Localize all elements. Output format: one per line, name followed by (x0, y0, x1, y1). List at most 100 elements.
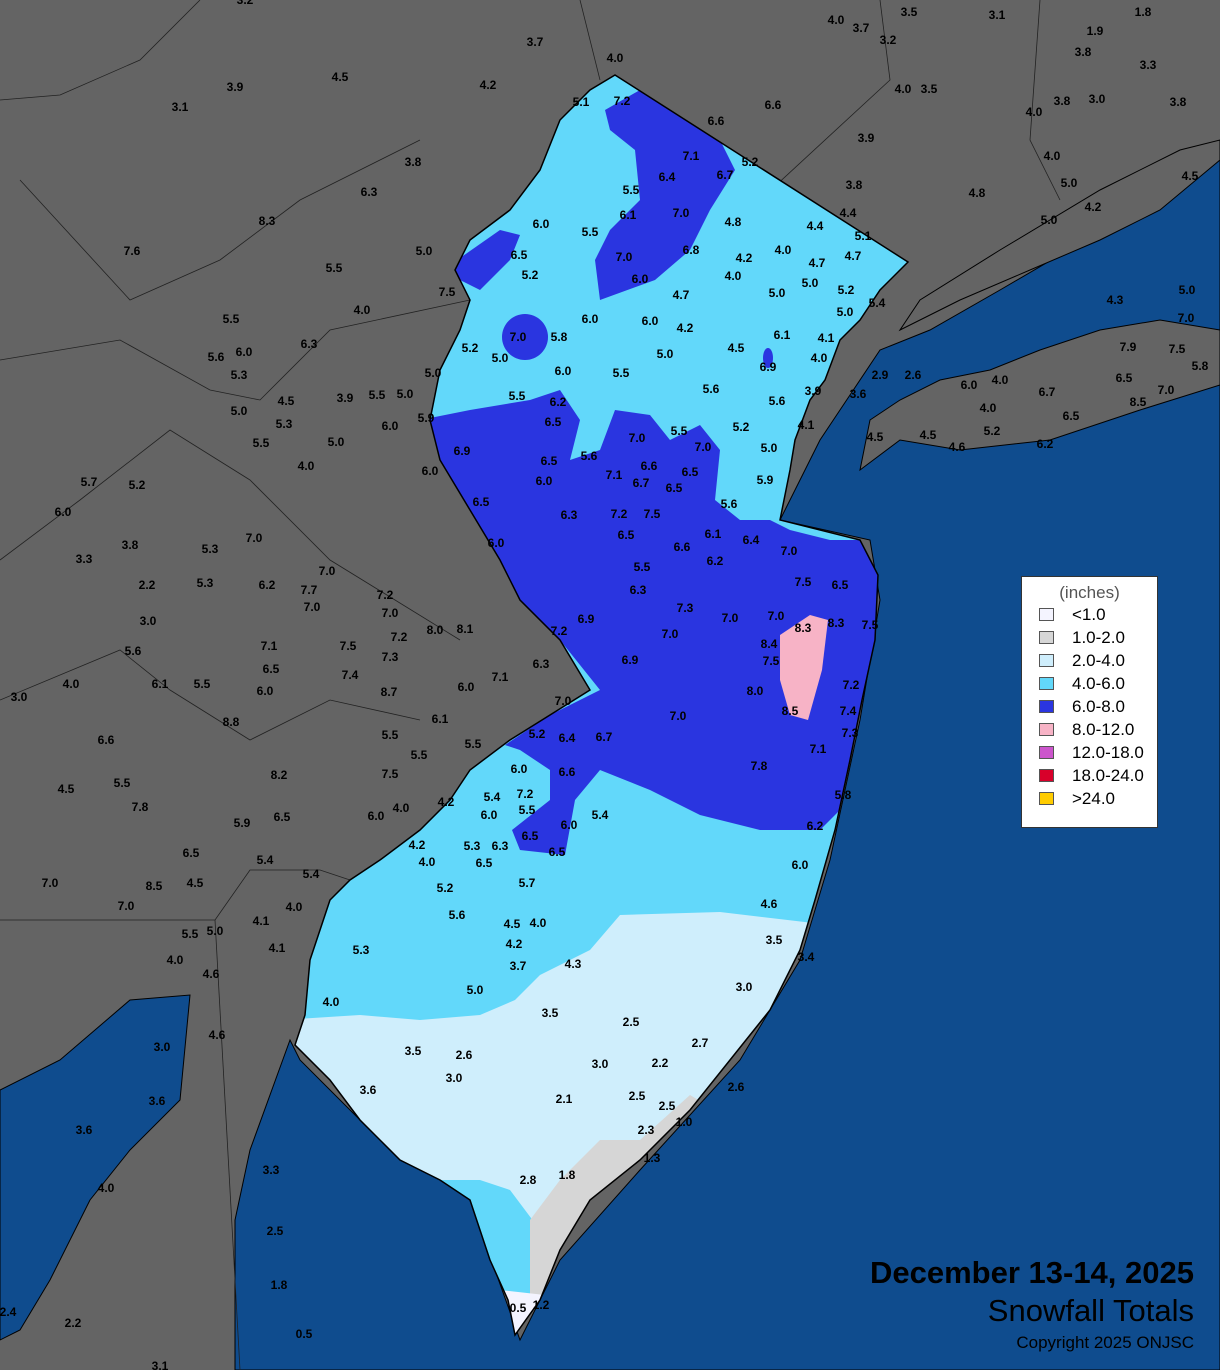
station-value: 5.9 (418, 411, 435, 425)
station-value: 7.2 (517, 787, 534, 801)
station-value: 3.0 (736, 980, 753, 994)
station-value: 4.7 (809, 256, 826, 270)
station-value: 5.6 (208, 350, 225, 364)
station-value: 7.0 (629, 431, 646, 445)
station-value: 3.0 (446, 1071, 463, 1085)
station-value: 1.8 (559, 1168, 576, 1182)
legend-swatch (1039, 792, 1054, 805)
legend-swatch (1039, 746, 1054, 759)
station-value: 6.5 (549, 845, 566, 859)
station-value: 5.6 (449, 908, 466, 922)
station-value: 5.5 (634, 560, 651, 574)
station-value: 5.0 (328, 435, 345, 449)
station-value: 5.0 (1041, 213, 1058, 227)
station-value: 4.5 (332, 70, 349, 84)
station-value: 3.1 (152, 1359, 169, 1370)
station-value: 5.2 (733, 420, 750, 434)
station-value: 5.6 (125, 644, 142, 658)
station-value: 5.2 (742, 155, 759, 169)
station-value: 5.5 (613, 366, 630, 380)
legend-swatch (1039, 723, 1054, 736)
station-value: 7.2 (843, 678, 860, 692)
station-value: 7.1 (810, 742, 827, 756)
station-value: 7.0 (555, 694, 572, 708)
station-value: 6.1 (774, 328, 791, 342)
station-value: 5.5 (182, 927, 199, 941)
station-value: 5.0 (425, 366, 442, 380)
station-value: 6.4 (743, 533, 760, 547)
station-value: 5.3 (353, 943, 370, 957)
station-value: 6.0 (368, 809, 385, 823)
station-value: 6.5 (541, 454, 558, 468)
station-value: 6.6 (641, 459, 658, 473)
station-value: 1.3 (644, 1151, 661, 1165)
station-value: 5.2 (838, 283, 855, 297)
station-value: 6.0 (55, 505, 72, 519)
station-value: 6.8 (683, 243, 700, 257)
station-value: 2.8 (520, 1173, 537, 1187)
station-value: 4.5 (278, 394, 295, 408)
station-value: 7.1 (492, 670, 509, 684)
station-value: 5.0 (1179, 283, 1196, 297)
station-value: 2.6 (728, 1080, 745, 1094)
station-value: 1.8 (271, 1278, 288, 1292)
station-value: 3.6 (850, 387, 867, 401)
legend: (inches) <1.0 1.0-2.0 2.0-4.0 4.0-6.0 6.0-8.… (1021, 576, 1158, 828)
station-value: 6.5 (1116, 371, 1133, 385)
station-value: 3.5 (766, 933, 783, 947)
station-value: 5.6 (703, 382, 720, 396)
station-value: 2.5 (629, 1089, 646, 1103)
station-value: 5.2 (984, 424, 1001, 438)
new-jersey (295, 75, 908, 1335)
station-value: 5.5 (623, 183, 640, 197)
station-value: 1.9 (1087, 24, 1104, 38)
station-value: 7.2 (614, 94, 631, 108)
station-value: 3.5 (921, 82, 938, 96)
station-value: 5.3 (202, 542, 219, 556)
station-value: 4.2 (480, 78, 497, 92)
station-value: 3.0 (140, 614, 157, 628)
station-value: 6.0 (533, 217, 550, 231)
station-value: 7.2 (391, 630, 408, 644)
station-value: 5.0 (802, 276, 819, 290)
station-value: 6.4 (659, 170, 676, 184)
station-value: 7.1 (261, 639, 278, 653)
title-subtitle: Snowfall Totals (987, 1293, 1194, 1328)
station-value: 7.0 (695, 440, 712, 454)
station-value: 3.6 (149, 1094, 166, 1108)
station-value: 7.5 (382, 767, 399, 781)
legend-label: <1.0 (1072, 604, 1106, 624)
station-value: 5.5 (194, 677, 211, 691)
legend-swatch (1039, 608, 1054, 621)
station-value: 4.0 (811, 351, 828, 365)
station-value: 6.0 (536, 474, 553, 488)
station-value: 4.5 (920, 428, 937, 442)
station-value: 0.5 (510, 1301, 527, 1315)
station-value: 6.6 (98, 733, 115, 747)
station-value: 6.3 (301, 337, 318, 351)
station-value: 3.3 (76, 552, 93, 566)
station-value: 6.0 (642, 314, 659, 328)
station-value: 6.6 (674, 540, 691, 554)
station-value: 6.3 (630, 583, 647, 597)
station-value: 2.1 (556, 1092, 573, 1106)
legend-item: 8.0-12.0 (1022, 718, 1157, 741)
station-value: 5.5 (411, 748, 428, 762)
station-value: 8.5 (146, 879, 163, 893)
station-value: 3.6 (76, 1123, 93, 1137)
station-value: 7.5 (1169, 342, 1186, 356)
station-value: 3.8 (846, 178, 863, 192)
station-value: 4.0 (980, 401, 997, 415)
legend-item: 1.0-2.0 (1022, 626, 1157, 649)
station-value: 6.5 (1063, 409, 1080, 423)
station-value: 7.5 (795, 575, 812, 589)
station-value: 5.5 (114, 776, 131, 790)
station-value: 6.2 (550, 395, 567, 409)
station-value: 1.2 (533, 1298, 550, 1312)
zone-8-12 (780, 615, 828, 720)
station-value: 4.0 (393, 801, 410, 815)
station-value: 8.5 (782, 704, 799, 718)
station-value: 7.2 (611, 507, 628, 521)
station-value: 2.2 (139, 578, 156, 592)
station-value: 4.4 (807, 219, 824, 233)
